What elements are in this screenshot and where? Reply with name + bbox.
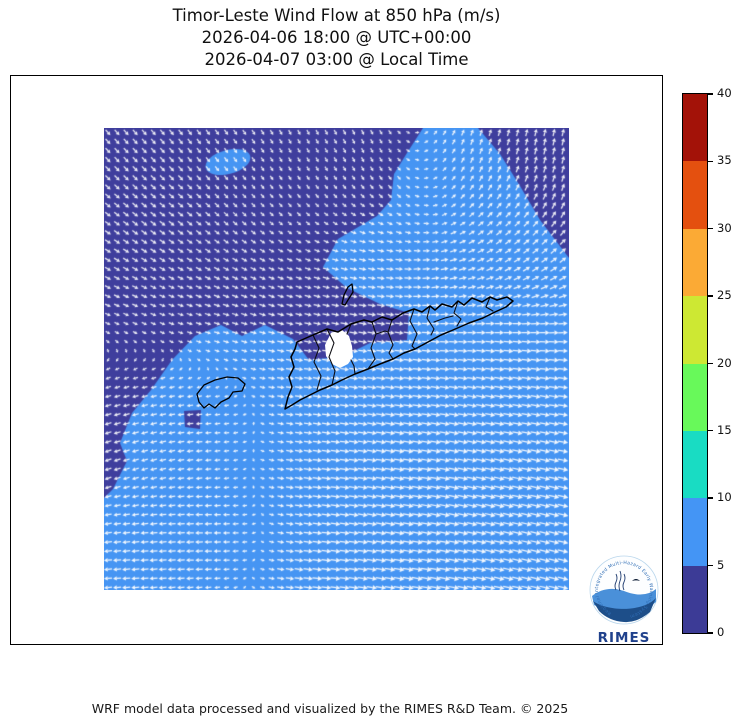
colorbar-tick	[708, 227, 713, 230]
chart-title: Timor-Leste Wind Flow at 850 hPa (m/s) 2…	[10, 5, 663, 71]
colorbar-segment	[683, 430, 707, 499]
colorbar-tick	[708, 160, 713, 162]
colorbar-tick	[708, 632, 713, 634]
colorbar-tick	[708, 362, 713, 365]
colorbar-tick-label: 20	[717, 355, 732, 370]
colorbar-tick-label: 0	[717, 625, 725, 639]
colorbar-tick	[708, 564, 713, 567]
colorbar: 0 5 10 15 20 25 30 35 40	[682, 86, 743, 639]
colorbar-tick-label: 35	[717, 153, 732, 168]
logo-pulse-glyph	[614, 570, 626, 592]
colorbar-segment	[683, 94, 707, 162]
colorbar-tick	[708, 497, 713, 499]
title-line-2: 2026-04-06 18:00 @ UTC+00:00	[201, 28, 472, 47]
wind-field-canvas	[104, 128, 569, 590]
rimes-logo: Regional Integrated Multi-Hazard Early W…	[589, 555, 659, 646]
colorbar-tick-label: 25	[717, 288, 732, 303]
colorbar-segment	[683, 565, 707, 633]
footer-credit: WRF model data processed and visualized …	[91, 701, 569, 716]
title-line-1: Timor-Leste Wind Flow at 850 hPa (m/s)	[172, 6, 501, 25]
colorbar-tick-label: 30	[717, 220, 732, 235]
colorbar-segment	[683, 363, 707, 431]
title-line-3: 2026-04-07 03:00 @ Local Time	[204, 50, 469, 69]
logo-wave-dark	[593, 598, 656, 623]
colorbar-tick	[708, 93, 713, 95]
colorbar-tick	[708, 295, 713, 297]
colorbar-bar	[682, 93, 708, 634]
colorbar-tick-label: 10	[717, 490, 732, 505]
colorbar-tick-label: 15	[717, 422, 732, 437]
map-frame: Regional Integrated Multi-Hazard Early W…	[10, 75, 663, 646]
logo-name: RIMES	[598, 630, 651, 646]
colorbar-tick-label: 5	[717, 557, 725, 572]
colorbar-segment	[683, 296, 707, 364]
colorbar-segment	[683, 228, 707, 297]
logo-bird-icon	[632, 579, 640, 581]
colorbar-segment	[683, 161, 707, 229]
colorbar-segment	[683, 498, 707, 566]
colorbar-tick	[708, 430, 713, 432]
colorbar-tick-label: 40	[717, 86, 732, 100]
